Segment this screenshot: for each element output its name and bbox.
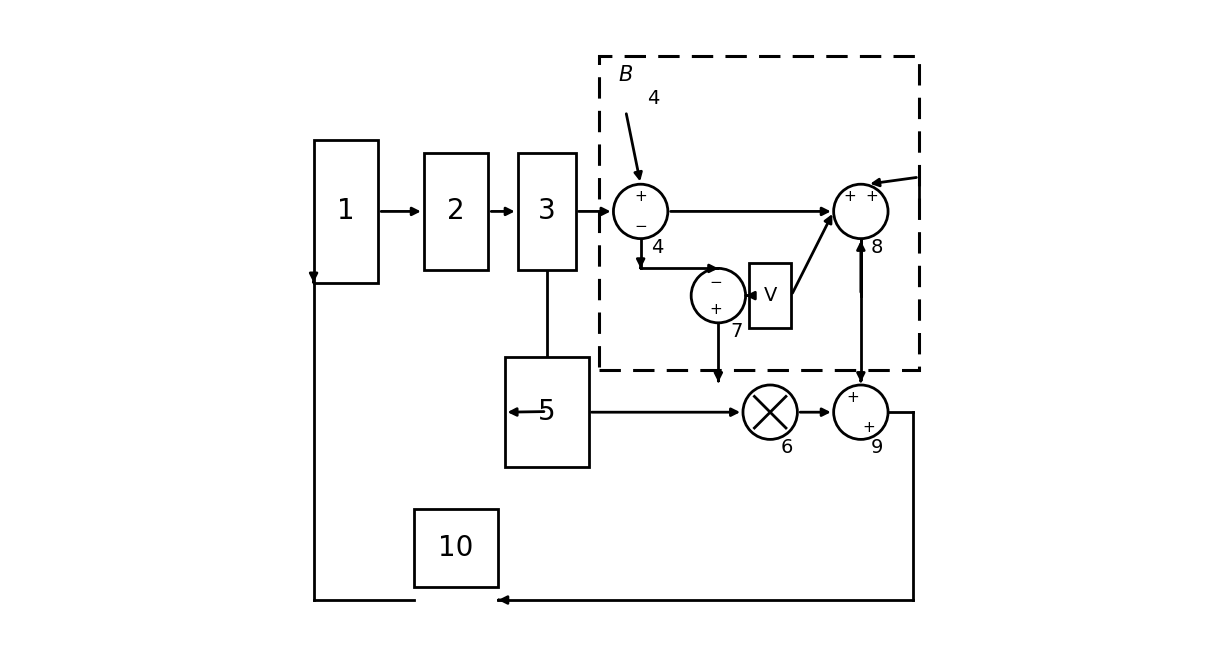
Text: −: − — [635, 219, 647, 234]
Text: +: + — [709, 302, 722, 317]
Text: +: + — [844, 189, 856, 204]
Text: 4: 4 — [647, 89, 659, 108]
Bar — [413, 509, 498, 587]
Text: 10: 10 — [438, 534, 473, 562]
Text: 4: 4 — [651, 237, 663, 256]
Bar — [517, 153, 576, 270]
Text: 2: 2 — [448, 197, 465, 226]
Bar — [598, 56, 920, 370]
Text: 3: 3 — [538, 197, 555, 226]
Bar — [313, 140, 378, 283]
Text: 1: 1 — [338, 197, 355, 226]
Circle shape — [744, 385, 797, 440]
Circle shape — [834, 184, 888, 239]
Circle shape — [834, 385, 888, 440]
Bar — [505, 357, 588, 467]
Text: V: V — [763, 286, 777, 305]
Text: +: + — [635, 189, 647, 204]
Text: 8: 8 — [871, 237, 883, 256]
Text: −: − — [709, 274, 722, 289]
Text: +: + — [862, 420, 876, 435]
Text: +: + — [866, 189, 878, 204]
Text: +: + — [846, 390, 859, 405]
Circle shape — [614, 184, 668, 239]
Text: 7: 7 — [730, 321, 742, 340]
Text: B: B — [619, 66, 634, 85]
Circle shape — [691, 268, 746, 323]
Bar — [423, 153, 488, 270]
Bar — [750, 263, 791, 328]
Text: 9: 9 — [871, 438, 883, 457]
Text: 5: 5 — [538, 398, 555, 426]
Text: 6: 6 — [780, 438, 793, 457]
